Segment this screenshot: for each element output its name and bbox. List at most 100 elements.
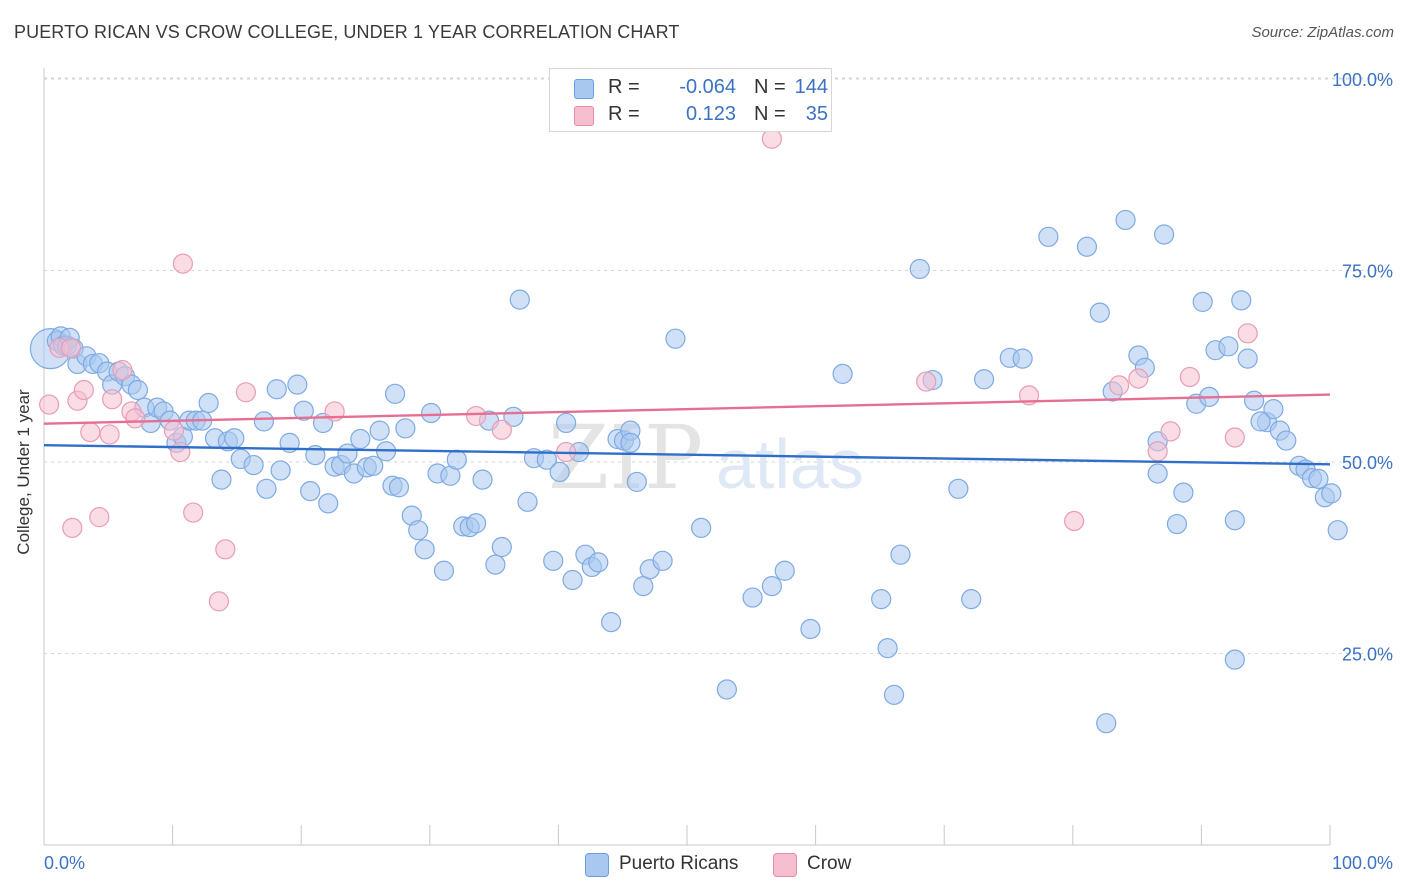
puerto-rican-point bbox=[1154, 224, 1175, 245]
puerto-rican-point bbox=[1276, 430, 1297, 451]
puerto-rican-point bbox=[562, 569, 583, 591]
source-credit: Source: ZipAtlas.com bbox=[1251, 24, 1394, 41]
puerto-rican-point bbox=[973, 369, 995, 390]
puerto-rican-point bbox=[626, 471, 647, 493]
crow-point bbox=[99, 424, 120, 445]
y-axis-label-wrap: College, Under 1 year bbox=[14, 389, 40, 554]
series-swatch-pink bbox=[773, 853, 797, 877]
crow-point bbox=[73, 379, 94, 401]
puerto-rican-point bbox=[318, 493, 339, 514]
puerto-rican-point bbox=[543, 550, 564, 571]
puerto-rican-point bbox=[350, 428, 371, 450]
puerto-rican-point bbox=[1224, 510, 1245, 531]
puerto-rican-point bbox=[1218, 336, 1239, 357]
crow-point bbox=[1237, 323, 1258, 344]
crow-point bbox=[172, 253, 193, 274]
puerto-rican-point bbox=[300, 481, 321, 502]
puerto-rican-point bbox=[665, 328, 686, 349]
puerto-rican-point bbox=[414, 539, 435, 560]
crow-point bbox=[1179, 366, 1200, 388]
crow-point bbox=[102, 389, 123, 410]
puerto-rican-point bbox=[266, 379, 287, 400]
chart-title: PUERTO RICAN VS CROW COLLEGE, UNDER 1 YE… bbox=[14, 22, 680, 42]
puerto-rican-point bbox=[883, 684, 905, 705]
puerto-rican-point bbox=[716, 679, 737, 700]
puerto-rican-point bbox=[961, 589, 982, 610]
puerto-rican-point bbox=[909, 258, 930, 280]
correlation-legend: R = -0.064 N = 144 R = 0.123 N = 35 bbox=[549, 68, 832, 132]
x-tick-label: 0.0% bbox=[44, 853, 85, 873]
crow-trend-line bbox=[43, 393, 1331, 425]
puerto-rican-point bbox=[465, 513, 487, 534]
crow-point bbox=[491, 419, 512, 440]
puerto-rican-point bbox=[270, 460, 291, 481]
data-points bbox=[29, 128, 1348, 734]
puerto-rican-point bbox=[1012, 348, 1033, 369]
puerto-rican-point bbox=[127, 379, 148, 401]
puerto-rican-point bbox=[293, 400, 314, 421]
puerto-rican-point bbox=[774, 560, 795, 581]
puerto-rican-point bbox=[549, 461, 570, 483]
puerto-rican-point bbox=[742, 587, 763, 608]
puerto-rican-point bbox=[517, 491, 538, 512]
puerto-rican-point bbox=[1327, 520, 1348, 541]
puerto-rican-point bbox=[211, 469, 232, 490]
crow-point bbox=[1063, 510, 1085, 532]
puerto-rican-point bbox=[1237, 348, 1258, 369]
puerto-rican-point bbox=[620, 432, 641, 453]
puerto-rican-point bbox=[472, 469, 493, 490]
puerto-rican-point bbox=[1244, 390, 1265, 411]
puerto-rican-point bbox=[287, 374, 308, 395]
puerto-rican-point bbox=[420, 402, 442, 424]
puerto-rican-point bbox=[601, 611, 622, 633]
crow-point bbox=[215, 539, 236, 560]
crow-point bbox=[1147, 441, 1168, 462]
crow-point bbox=[761, 128, 782, 149]
puerto-rican-point bbox=[1224, 649, 1245, 670]
legend-r-label: R = bbox=[608, 103, 640, 125]
puerto-rican-point bbox=[1231, 290, 1252, 311]
crow-point bbox=[163, 420, 184, 441]
puerto-rican-point bbox=[446, 449, 467, 470]
crow-point bbox=[170, 441, 191, 463]
trend-lines bbox=[43, 393, 1331, 466]
y-tick-label: 50.0% bbox=[1342, 453, 1393, 473]
puerto-rican-point bbox=[1096, 713, 1117, 734]
crow-point bbox=[1224, 427, 1245, 448]
watermark-atlas: atlas bbox=[716, 425, 864, 503]
puerto-rican-point bbox=[800, 618, 821, 640]
puerto-rican-point bbox=[395, 418, 416, 439]
puerto-rican-point bbox=[633, 575, 654, 597]
puerto-rican-point bbox=[253, 411, 275, 432]
legend-n-label: N = bbox=[754, 76, 786, 98]
legend-r-value: -0.064 bbox=[679, 76, 736, 98]
crow-point bbox=[112, 359, 133, 381]
puerto-rican-point bbox=[588, 552, 609, 573]
x-tick-label: 100.0% bbox=[1332, 853, 1393, 873]
legend-swatch-blue bbox=[574, 79, 594, 99]
puerto-rican-point bbox=[1089, 302, 1110, 323]
puerto-rican-point bbox=[491, 536, 512, 558]
tick-labels: 25.0% 50.0% 75.0% 100.0% 0.0% 100.0% bbox=[44, 70, 1393, 873]
puerto-rican-point bbox=[652, 550, 673, 571]
crow-point bbox=[465, 405, 487, 427]
legend-n-value: 144 bbox=[794, 76, 828, 98]
crow-point bbox=[235, 382, 257, 403]
crow-point bbox=[183, 502, 204, 523]
puerto-rican-point bbox=[1263, 399, 1284, 420]
puerto-rican-point bbox=[433, 560, 455, 581]
crow-point bbox=[89, 507, 110, 528]
puerto-rican-point bbox=[1173, 482, 1194, 503]
legend-r-value: 0.123 bbox=[685, 103, 736, 125]
crow-point bbox=[80, 422, 101, 443]
puerto-rican-point bbox=[1076, 236, 1098, 257]
puerto-rican-point bbox=[877, 638, 898, 659]
puerto-rican-trend-line bbox=[43, 443, 1331, 466]
puerto-rican-point bbox=[224, 428, 245, 449]
crow-point bbox=[125, 408, 146, 429]
puerto-rican-point bbox=[509, 289, 530, 310]
puerto-rican-point bbox=[1250, 411, 1271, 432]
axes bbox=[43, 68, 1331, 846]
legend-r-label: R = bbox=[608, 76, 640, 98]
puerto-rican-point bbox=[890, 544, 911, 565]
